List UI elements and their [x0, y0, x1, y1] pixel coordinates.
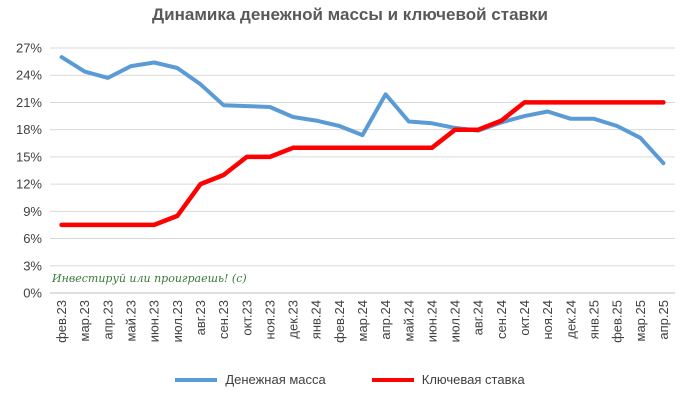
x-tick-label: апр.25 [656, 300, 671, 340]
x-tick-label: янв.24 [309, 300, 324, 339]
x-tick-label: июл.24 [448, 300, 463, 342]
y-tick-label: 18% [16, 122, 42, 137]
y-tick-label: 3% [23, 258, 42, 273]
x-tick-label: май.24 [401, 300, 416, 342]
y-tick-label: 15% [16, 149, 42, 164]
legend-swatch-key-rate [371, 377, 414, 382]
watermark-annotation: Инвестируй или проиграешь! (с) [51, 272, 247, 285]
chart-legend: Денежная масса Ключевая ставка [0, 372, 700, 387]
x-tick-label: май.23 [124, 300, 139, 342]
legend-item-key-rate: Ключевая ставка [371, 372, 525, 387]
x-tick-label: дек.23 [286, 300, 301, 339]
x-tick-label: апр.23 [100, 300, 115, 340]
y-tick-label: 24% [16, 68, 42, 83]
x-tick-label: июн.24 [424, 300, 439, 342]
y-tick-label: 21% [16, 95, 42, 110]
x-tick-label: янв.25 [586, 300, 601, 339]
legend-label-key-rate: Ключевая ставка [421, 372, 525, 387]
x-tick-label: июн.23 [147, 300, 162, 342]
x-tick-label: сен.24 [494, 300, 509, 339]
legend-item-money-supply: Денежная масса [175, 372, 326, 387]
x-tick-label: сен.23 [216, 300, 231, 339]
x-tick-label: мар.25 [633, 300, 648, 341]
gridlines [50, 47, 675, 294]
x-tick-label: ноя.23 [262, 300, 277, 340]
y-tick-label: 12% [16, 177, 42, 192]
x-tick-label: авг.24 [471, 300, 486, 335]
series-line-key-rate [59, 100, 666, 228]
chart-title: Динамика денежной массы и ключевой ставк… [152, 5, 548, 24]
x-tick-label: ноя.24 [540, 300, 555, 340]
y-tick-label: 0% [23, 286, 42, 301]
y-tick-label: 27% [16, 41, 42, 56]
y-tick-label: 6% [23, 231, 42, 246]
x-tick-label: фев.23 [54, 300, 69, 343]
series-line-money-supply [59, 55, 666, 166]
x-tick-label: апр.24 [378, 300, 393, 340]
x-axis-ticks: фев.23 мар.23 апр.23 май.23 июн.23 июл.23 авг.… [54, 300, 671, 343]
y-axis-ticks: 0% 3% 6% 9% 12% 15% 18% 21% 24% 27% [16, 41, 42, 301]
x-tick-label: окт.23 [239, 300, 254, 336]
x-tick-label: мар.24 [355, 300, 370, 341]
x-tick-label: июл.23 [170, 300, 185, 342]
x-tick-label: дек.24 [563, 300, 578, 339]
y-tick-label: 9% [23, 204, 42, 219]
series-lines [59, 55, 666, 228]
legend-label-money-supply: Денежная масса [225, 372, 326, 387]
x-tick-label: фев.25 [610, 300, 625, 343]
x-tick-label: мар.23 [77, 300, 92, 341]
x-tick-label: фев.24 [332, 300, 347, 343]
x-tick-label: окт.24 [517, 300, 532, 336]
x-tick-label: авг.23 [193, 300, 208, 335]
legend-swatch-money-supply [175, 377, 218, 382]
